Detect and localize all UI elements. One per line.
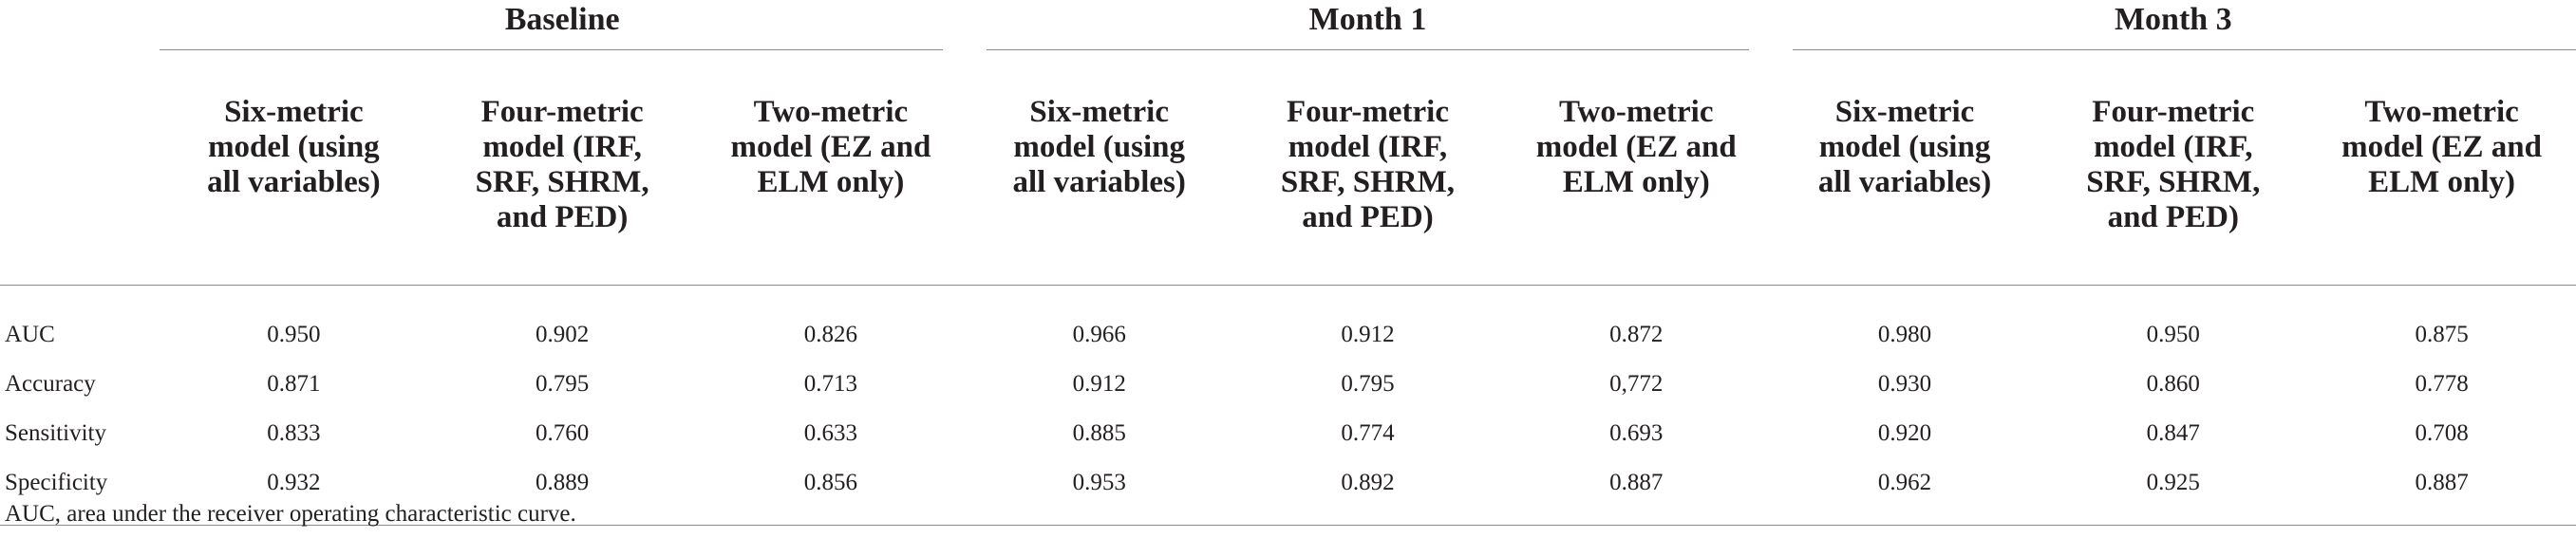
subheader-line: model (using — [1818, 130, 1991, 164]
table-cell: 0.930 — [1877, 371, 1932, 397]
subheader-line: all variables) — [207, 165, 381, 199]
subheader-line: SRF, SHRM, — [475, 165, 649, 199]
subheader-four-metric: Four-metric model (IRF, SRF, SHRM, and P… — [427, 61, 697, 286]
subheader-line: Six-metric — [224, 95, 364, 129]
subheader-line: model (IRF, — [482, 130, 642, 164]
subheader-line: model (EZ and — [2341, 130, 2543, 164]
table-cell: 0.708 — [2415, 420, 2469, 446]
table-cell: 0.925 — [2039, 458, 2308, 526]
table-cell: 0.889 — [427, 458, 697, 526]
table-cell: 0.912 — [1072, 371, 1126, 397]
table-cell: 0.887 — [2307, 458, 2576, 526]
table-cell: 0.885 — [1072, 420, 1126, 446]
table-cell: 0.693 — [1609, 420, 1664, 446]
subheader-line: model (EZ and — [730, 130, 931, 164]
table-cell: 0.950 — [267, 322, 321, 347]
subheader-line: model (using — [1013, 130, 1185, 164]
subheader-line: SRF, SHRM, — [2086, 165, 2261, 199]
subheader-six-metric: Six-metric model (using all variables) — [160, 61, 428, 286]
table-cell: 0.912 — [1341, 322, 1395, 347]
table-row: Accuracy 0.871 0.795 0.713 0.912 0.795 0… — [0, 360, 2576, 409]
subheader-four-metric: Four-metric model (IRF, SRF, SHRM, and P… — [1233, 61, 1502, 286]
table-cell: 0.760 — [536, 420, 590, 446]
subheader-two-metric: Two-metric model (EZ and ELM only) — [1501, 61, 1771, 286]
table-row: AUC 0.950 0.902 0.826 0.966 0.912 0.872 … — [0, 286, 2576, 361]
group-header-month-3: Month 3 — [1771, 0, 2576, 61]
table-footnote: AUC, area under the receiver operating c… — [5, 501, 576, 527]
subheader-line: model (IRF, — [2094, 130, 2253, 164]
table-cell: 0.953 — [965, 458, 1234, 526]
table-cell: 0.713 — [803, 371, 858, 397]
results-table: Baseline Month 1 Month 3 Six-metric mode… — [0, 0, 2576, 526]
subheader-six-metric: Six-metric model (using all variables) — [1770, 61, 2040, 286]
subheader-line: Six-metric — [1029, 95, 1169, 129]
subheader-two-metric: Two-metric model (EZ and ELM only) — [696, 61, 966, 286]
table-cell: 0.980 — [1877, 322, 1932, 347]
subheader-line: ELM only) — [757, 165, 905, 199]
subheader-row: Six-metric model (using all variables) F… — [0, 61, 2576, 286]
group-rule-baseline — [160, 49, 944, 50]
group-rule-month-1 — [987, 49, 1749, 50]
table-cell: 0.774 — [1341, 420, 1395, 446]
table-cell: 0.875 — [2415, 322, 2469, 347]
table-cell: 0.872 — [1609, 322, 1664, 347]
subheader-six-metric: Six-metric model (using all variables) — [965, 61, 1234, 286]
subheader-line: all variables) — [1012, 165, 1186, 199]
subheader-line: and PED) — [1302, 200, 1434, 234]
subheader-line: ELM only) — [2368, 165, 2516, 199]
group-rule-month-3 — [1792, 49, 2576, 50]
group-label-month-3: Month 3 — [2114, 2, 2232, 37]
subheader-line: Six-metric — [1834, 95, 1975, 129]
table-cell: 0.966 — [1072, 322, 1126, 347]
table-cell: 0.871 — [267, 371, 321, 397]
table-cell: 0.795 — [1341, 371, 1395, 397]
subheader-line: all variables) — [1817, 165, 1992, 199]
table-cell: 0.920 — [1877, 420, 1932, 446]
table-cell: 0,772 — [1609, 371, 1664, 397]
subheader-line: Four-metric — [1286, 95, 1449, 129]
table-cell: 0.795 — [536, 371, 590, 397]
subheader-two-metric: Two-metric model (EZ and ELM only) — [2307, 61, 2576, 286]
row-label: AUC — [5, 322, 55, 347]
subheader-line: model (using — [208, 130, 380, 164]
subheader-line: Two-metric — [1559, 95, 1714, 129]
table-cell: 0.860 — [2146, 371, 2200, 397]
row-label: Sensitivity — [5, 420, 106, 446]
table-row: Specificity 0.932 0.889 0.856 0.953 0.89… — [0, 458, 2576, 526]
table-row: Sensitivity 0.833 0.760 0.633 0.885 0.77… — [0, 409, 2576, 458]
table-cell: 0.826 — [803, 322, 858, 347]
table-cell: 0.887 — [1501, 458, 1771, 526]
subheader-blank — [0, 61, 160, 286]
subheader-line: Four-metric — [2092, 95, 2255, 129]
subheader-line: model (EZ and — [1535, 130, 1737, 164]
subheader-line: model (IRF, — [1288, 130, 1448, 164]
subheader-line: and PED) — [496, 200, 629, 234]
subheader-line: ELM only) — [1562, 165, 1710, 199]
table-cell: 0.856 — [696, 458, 966, 526]
group-header-blank — [0, 0, 160, 61]
group-header-row: Baseline Month 1 Month 3 — [0, 0, 2576, 61]
table-cell: 0.633 — [803, 420, 858, 446]
subheader-line: and PED) — [2107, 200, 2240, 234]
table-cell: 0.950 — [2146, 322, 2200, 347]
group-label-month-1: Month 1 — [1308, 2, 1427, 37]
group-label-baseline: Baseline — [504, 2, 620, 37]
table-cell: 0.778 — [2415, 371, 2469, 397]
row-label: Specificity — [0, 458, 160, 526]
table-cell: 0.847 — [2146, 420, 2200, 446]
table-cell: 0.833 — [267, 420, 321, 446]
row-label: Accuracy — [5, 371, 96, 397]
subheader-line: SRF, SHRM, — [1280, 165, 1455, 199]
subheader-line: Four-metric — [480, 95, 644, 129]
table-cell: 0.892 — [1233, 458, 1502, 526]
group-header-month-1: Month 1 — [965, 0, 1770, 61]
table-cell: 0.932 — [160, 458, 428, 526]
subheader-four-metric: Four-metric model (IRF, SRF, SHRM, and P… — [2039, 61, 2308, 286]
table-cell: 0.962 — [1770, 458, 2040, 526]
subheader-line: Two-metric — [753, 95, 909, 129]
subheader-line: Two-metric — [2364, 95, 2519, 129]
group-header-baseline: Baseline — [160, 0, 965, 61]
table-cell: 0.902 — [536, 322, 590, 347]
